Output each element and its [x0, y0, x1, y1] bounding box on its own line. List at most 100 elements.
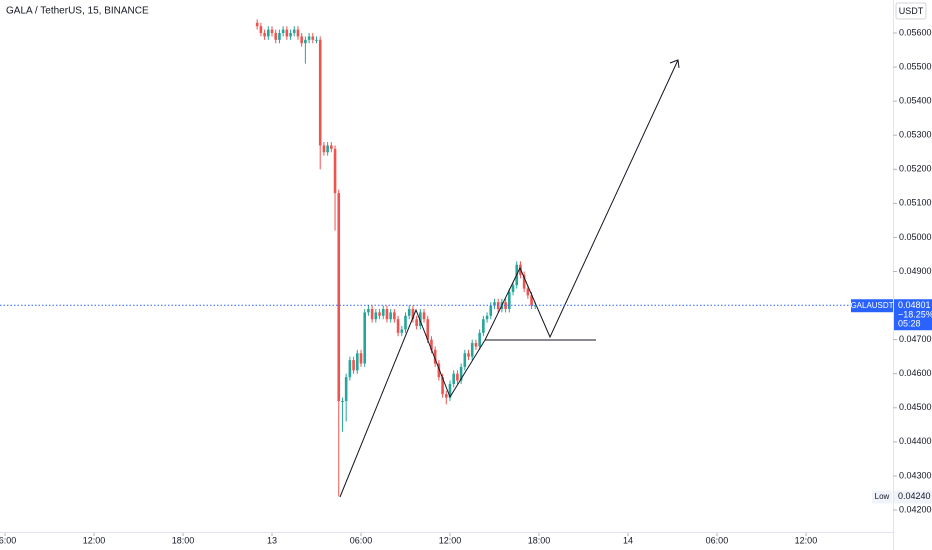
candle-body: [278, 33, 281, 40]
y-tick-label: 0.05400: [899, 96, 932, 106]
candle-body: [367, 308, 370, 313]
candle-body: [263, 33, 266, 37]
candle-body: [300, 36, 303, 44]
currency-box[interactable]: [895, 2, 927, 20]
y-tick-label: 0.05600: [899, 27, 932, 37]
candle-body: [304, 39, 307, 44]
candle-body: [315, 39, 318, 41]
candle-body: [296, 29, 300, 37]
x-tick-label: 06:00: [706, 535, 729, 545]
candle-body: [348, 360, 352, 378]
y-tick-label: 0.05200: [899, 164, 932, 174]
candle-body: [467, 353, 470, 357]
candle-body: [508, 291, 511, 309]
y-tick-label: 0.04600: [899, 368, 932, 378]
candle-body: [259, 26, 263, 34]
x-tick-label: 12:00: [439, 535, 462, 545]
candle-body: [289, 33, 292, 37]
candle-body: [437, 363, 441, 378]
candle-body: [359, 353, 363, 364]
x-tick-label: 06:00: [0, 535, 16, 545]
y-tick-label: 0.05000: [899, 232, 932, 242]
candle-body: [381, 308, 385, 316]
candle-body: [456, 373, 459, 381]
arrow-head: [669, 59, 680, 69]
trend-path: [339, 59, 679, 498]
x-tick-label: 06:00: [350, 535, 373, 545]
candle-body: [285, 29, 289, 37]
candle-body: [407, 308, 411, 316]
low-value-box: [894, 490, 932, 504]
candle-body: [378, 312, 381, 316]
candle-body: [318, 39, 322, 146]
candle-body: [441, 377, 444, 395]
candle-body: [355, 353, 359, 371]
candle-body: [444, 394, 448, 398]
candle-body: [448, 383, 452, 398]
y-tick-label: 0.05500: [899, 61, 932, 71]
symbol-box: [851, 299, 893, 313]
y-tick-label: 0.04900: [899, 266, 932, 276]
candle-body: [400, 329, 404, 333]
candle-body: [504, 302, 507, 309]
candle-body: [463, 353, 467, 367]
y-tick-label: 0.04700: [899, 334, 932, 344]
candle-body: [337, 193, 341, 401]
candle-body: [393, 312, 396, 320]
candle-body: [493, 302, 496, 306]
candle-body: [344, 377, 348, 401]
x-tick-label: 12:00: [795, 535, 818, 545]
candle-body: [352, 360, 355, 371]
low-value: 0.04240: [898, 491, 931, 501]
last-price-label: 0.04801: [898, 300, 931, 310]
candle-body: [274, 33, 278, 40]
y-tick-label: 0.04500: [899, 402, 932, 412]
candle-body: [526, 288, 530, 296]
candle-body: [430, 339, 433, 350]
candle-body: [322, 145, 326, 153]
y-tick-label: 0.05100: [899, 198, 932, 208]
candle-body: [459, 366, 463, 381]
candle-body: [330, 145, 333, 149]
y-tick-label: 0.04300: [899, 470, 932, 480]
low-tag-box: [872, 490, 892, 504]
candle-body: [530, 295, 533, 306]
candle-body: [270, 29, 274, 34]
candle-body: [478, 332, 481, 347]
candle-body: [422, 312, 426, 320]
pattern-drawing: [339, 59, 680, 498]
x-tick-label: 13: [267, 535, 277, 545]
candle-body: [411, 308, 415, 320]
candle-body: [489, 305, 493, 316]
change-label: −18.25%: [898, 310, 932, 320]
chart-title: GALA / TetherUS, 15, BINANCE: [6, 6, 149, 17]
symbol-label: GALAUSDT: [850, 301, 893, 310]
y-tick-label: 0.05300: [899, 130, 932, 140]
candle-body: [374, 312, 378, 320]
candle-body: [470, 343, 474, 357]
candle-body: [363, 312, 367, 364]
candle-body: [311, 36, 315, 40]
x-tick-label: 18:00: [172, 535, 195, 545]
candle-body: [396, 319, 400, 333]
candle-body: [307, 36, 311, 40]
candle-body: [426, 319, 430, 340]
candle-body: [385, 308, 389, 320]
low-tag: Low: [875, 492, 890, 501]
candle-body: [419, 312, 422, 327]
candle-body: [292, 29, 296, 34]
countdown-label: 05:28: [898, 319, 921, 329]
x-tick-label: 12:00: [83, 535, 106, 545]
x-tick-label: 14: [623, 535, 633, 545]
candle-body: [511, 285, 515, 292]
candle-body: [267, 29, 270, 37]
candle-body: [533, 305, 537, 307]
price-box: [894, 299, 932, 331]
currency[interactable]: USDT: [899, 6, 924, 16]
candle-body: [404, 315, 407, 330]
candle-body: [333, 148, 337, 194]
candle-body: [522, 274, 526, 289]
x-tick-label: 18:00: [528, 535, 551, 545]
